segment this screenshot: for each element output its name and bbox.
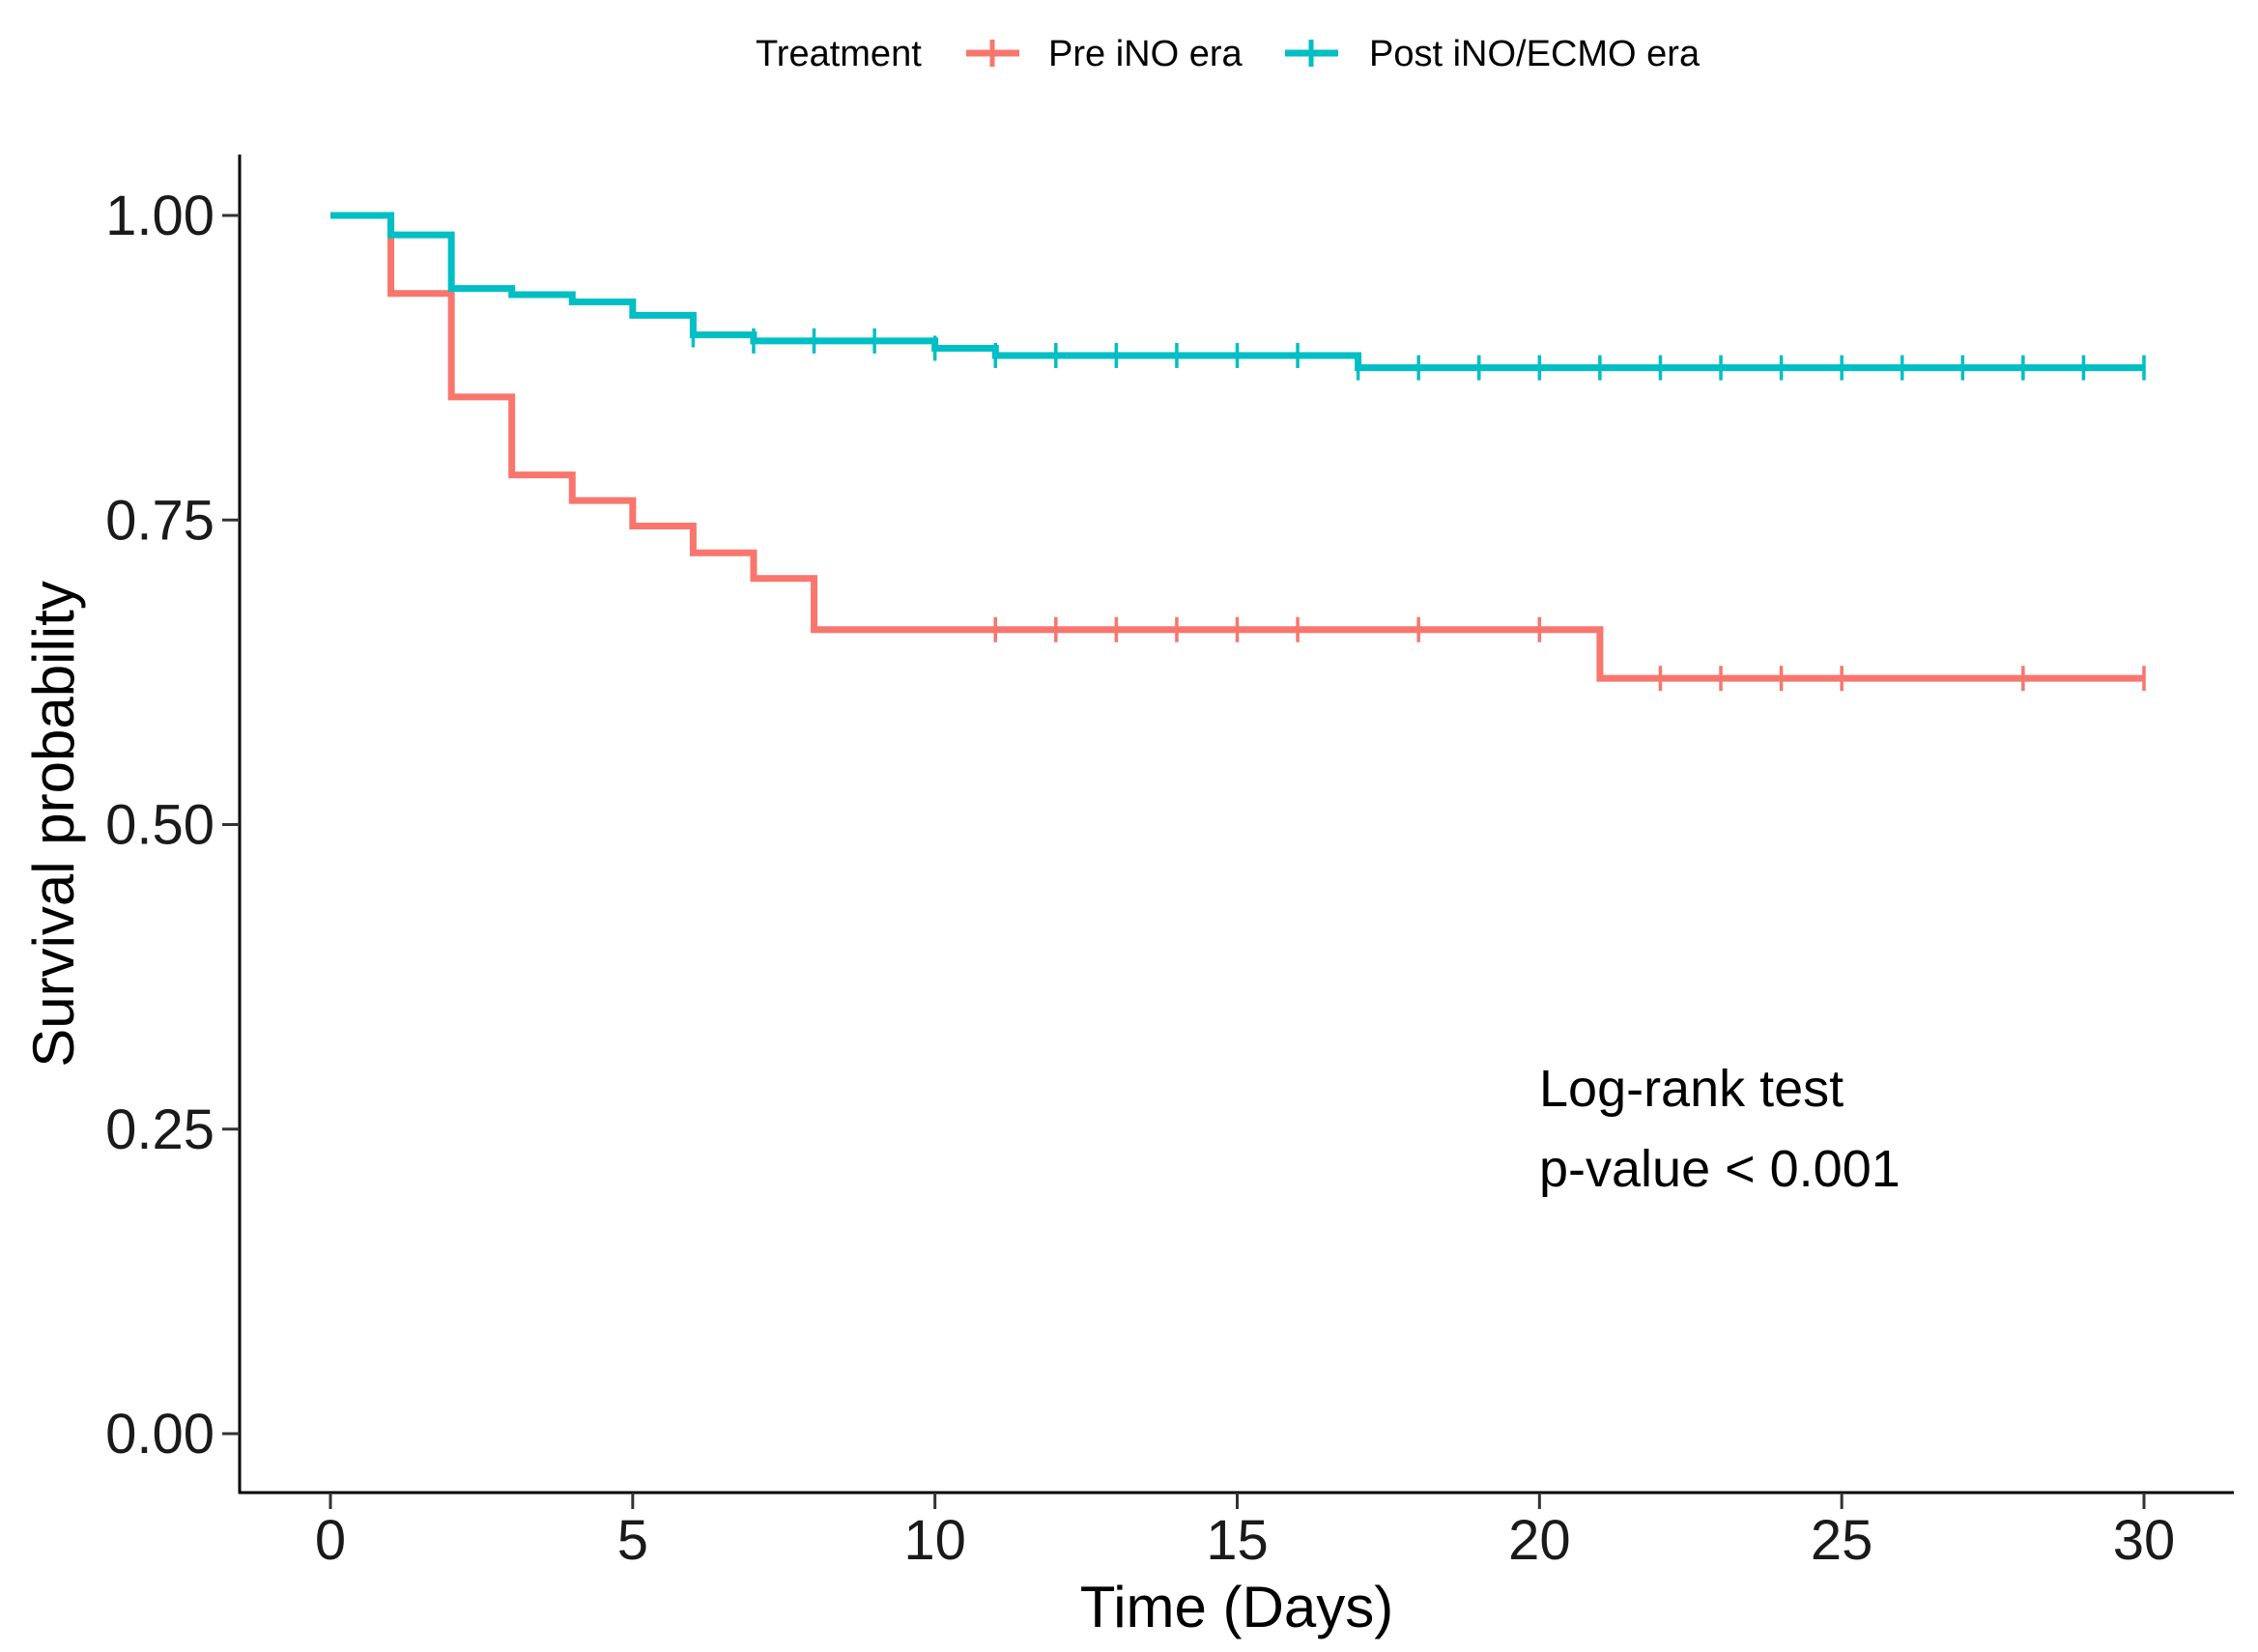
x-axis-ticks: 0 5 10 15 20 25 30: [315, 1493, 2175, 1572]
y-axis-title: Survival probability: [21, 581, 86, 1068]
legend: Treatment Pre iNO era Post iNO/ECMO era: [756, 34, 1701, 74]
series-layer: [330, 212, 2146, 692]
legend-label-post-ino: Post iNO/ECMO era: [1369, 34, 1701, 74]
series-line-pre-ino: [330, 212, 2144, 682]
annotation-p-value: p-value < 0.001: [1539, 1140, 1901, 1198]
y-tick-label: 0.25: [105, 1098, 214, 1161]
x-tick-label: 10: [903, 1509, 966, 1572]
x-tick-label: 5: [617, 1509, 648, 1572]
x-axis-title: Time (Days): [1080, 1575, 1393, 1639]
y-tick-label: 0.00: [105, 1403, 214, 1466]
x-tick-label: 25: [1811, 1509, 1873, 1572]
legend-key-post-ino: [1285, 40, 1338, 67]
y-tick-label: 1.00: [105, 185, 214, 247]
x-tick-label: 0: [315, 1509, 346, 1572]
legend-label-pre-ino: Pre iNO era: [1048, 34, 1243, 74]
x-tick-label: 15: [1206, 1509, 1269, 1572]
x-tick-label: 20: [1508, 1509, 1571, 1572]
x-tick-label: 30: [2113, 1509, 2176, 1572]
legend-key-pre-ino: [966, 40, 1019, 67]
y-axis-ticks: 0.00 0.25 0.50 0.75 1.00: [105, 185, 240, 1466]
legend-title: Treatment: [756, 34, 922, 74]
y-tick-label: 0.50: [105, 794, 214, 857]
annotation-log-rank: Log-rank test: [1539, 1060, 1844, 1118]
y-tick-label: 0.75: [105, 489, 214, 552]
